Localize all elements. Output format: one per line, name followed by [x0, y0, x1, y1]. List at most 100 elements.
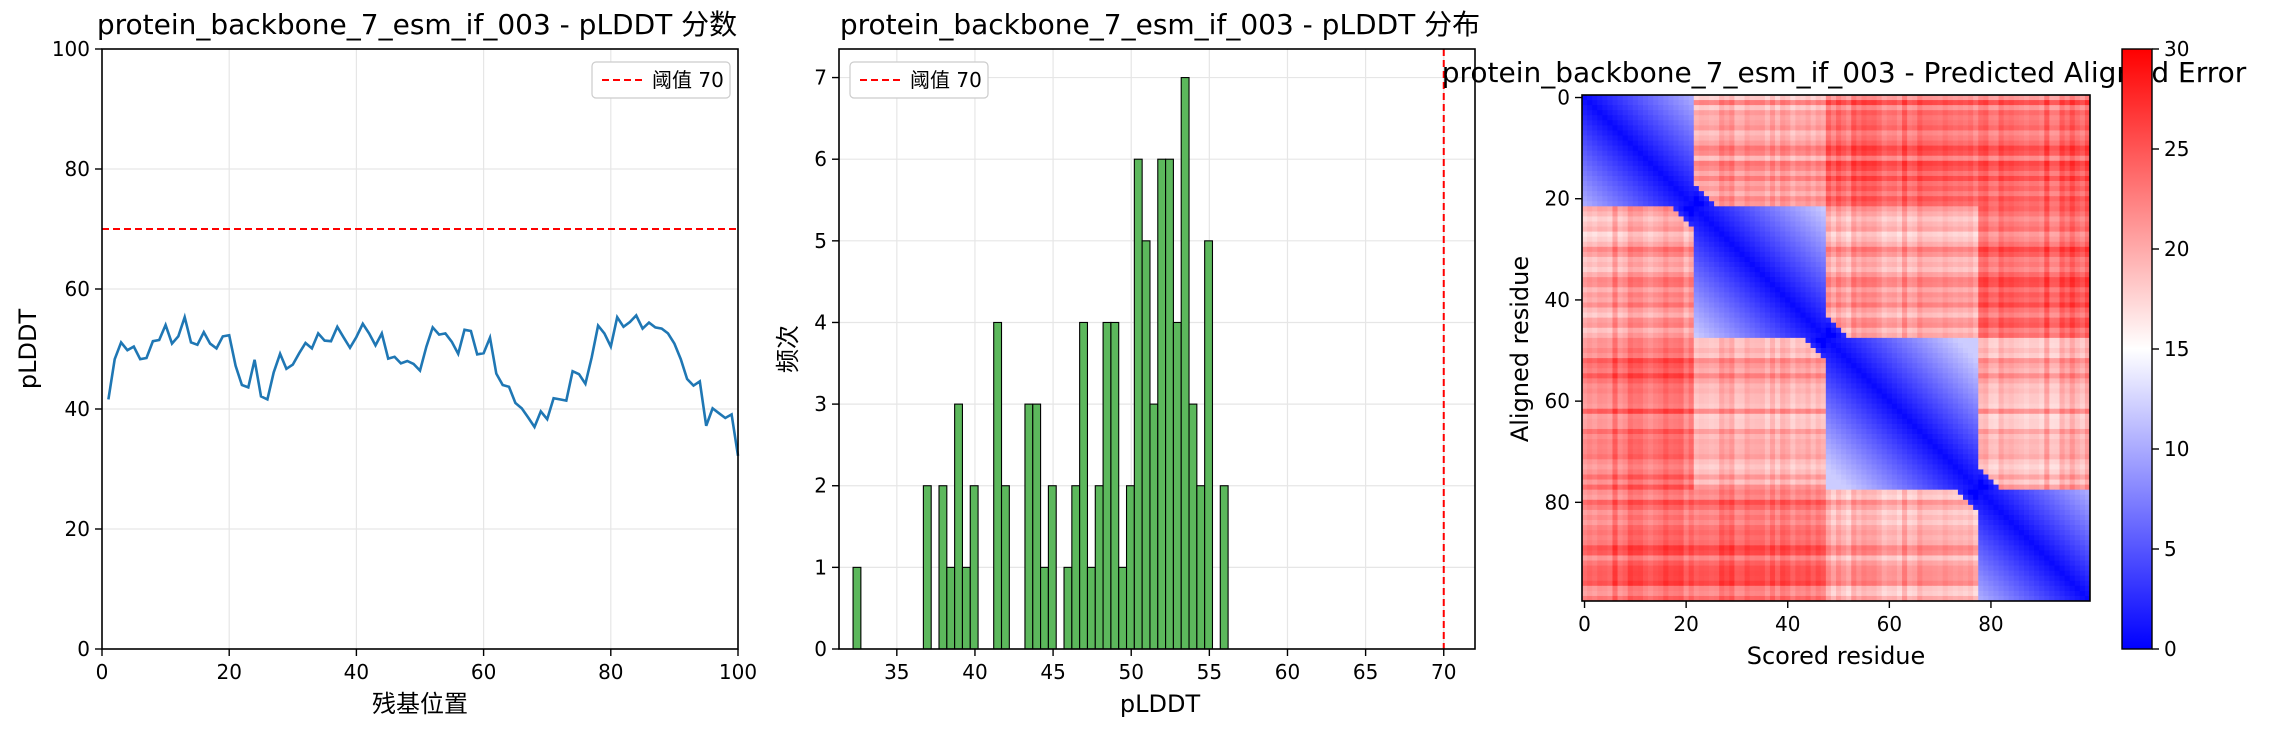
heatmap-cell [1642, 140, 1649, 146]
heatmap-cell [1678, 231, 1684, 238]
heatmap-cell [1912, 322, 1918, 329]
heatmap-cell [1780, 191, 1786, 197]
heatmap-cell [1917, 241, 1923, 248]
heatmap-cell [2003, 105, 2010, 111]
heatmap-cell [1947, 120, 1954, 126]
heatmap-cell [2039, 282, 2045, 288]
heatmap-cell [2029, 317, 2035, 324]
heatmap-cell [2044, 186, 2050, 192]
heatmap-cell [1993, 292, 1999, 298]
heatmap-cell [1749, 246, 1756, 253]
heatmap-cell [1891, 251, 1898, 258]
heatmap-cell [2008, 246, 2015, 253]
heatmap-cell [1607, 105, 1613, 111]
heatmap-cell [1963, 256, 1969, 263]
heatmap-cell [2044, 160, 2050, 167]
heatmap-cell [1886, 115, 1893, 121]
heatmap-cell [1602, 297, 1608, 303]
heatmap-cell [1937, 246, 1944, 253]
heatmap-cell [1724, 100, 1730, 106]
heatmap-cell [1815, 191, 1822, 197]
heatmap-cell [1744, 186, 1751, 192]
heatmap-cell [1927, 256, 1933, 263]
heatmap-cell [1927, 95, 1933, 101]
heatmap-cell [1693, 110, 1700, 116]
heatmap-cell [1896, 186, 1903, 192]
heatmap-cell [1627, 277, 1634, 283]
heatmap-cell [1876, 196, 1883, 202]
heatmap-cell [1957, 267, 1964, 273]
heatmap-cell [1891, 287, 1898, 293]
heatmap-cell [1998, 272, 2005, 278]
heatmap-cell [1917, 312, 1923, 319]
heatmap-cell [1612, 221, 1618, 227]
heatmap-cell [1830, 175, 1837, 182]
heatmap-cell [1871, 267, 1878, 273]
heatmap-cell [1714, 292, 1720, 298]
heatmap-cell [1937, 322, 1944, 329]
heatmap-cell [1683, 297, 1690, 303]
heatmap-cell [1917, 105, 1923, 111]
heatmap-cell [1653, 125, 1659, 131]
heatmap-cell [1836, 241, 1842, 248]
heatmap-cell [1800, 211, 1806, 217]
heatmap-cell [1637, 186, 1644, 192]
heatmap-cell [2013, 231, 2020, 238]
heatmap-cell [1734, 186, 1740, 192]
heatmap-cell [1632, 191, 1639, 197]
heatmap-cell [1820, 160, 1827, 167]
heatmap-cell [1820, 181, 1827, 187]
heatmap-cell [1698, 292, 1705, 298]
heatmap-cell [1703, 292, 1710, 298]
heatmap-cell [1683, 302, 1690, 308]
heatmap-cell [1627, 100, 1634, 106]
heatmap-cell [1830, 206, 1837, 212]
heatmap-cell [1632, 196, 1639, 202]
heatmap-cell [2084, 150, 2091, 157]
heatmap-cell [1719, 317, 1725, 324]
heatmap-cell [1957, 332, 1964, 339]
heatmap-cell [1927, 135, 1933, 141]
heatmap-cell [2003, 312, 2010, 319]
heatmap-cell [2008, 277, 2015, 283]
heatmap-cell [1739, 100, 1745, 106]
heatmap-cell [1963, 196, 1969, 202]
heatmap-cell [1759, 191, 1766, 197]
heatmap-cell [1952, 256, 1959, 263]
heatmap-cell [1612, 130, 1618, 136]
heatmap-cell [2079, 292, 2086, 298]
heatmap-cell [1759, 211, 1766, 217]
heatmap-cell [1617, 201, 1624, 207]
heatmap-cell [1719, 302, 1725, 308]
heatmap-cell [1744, 165, 1751, 172]
heatmap-cell [1922, 312, 1928, 319]
heatmap-cell [1668, 302, 1674, 308]
heatmap-cell [2084, 186, 2091, 192]
heatmap-cell [1714, 332, 1720, 339]
heatmap-cell [1688, 191, 1695, 197]
heatmap-cell [1714, 170, 1720, 177]
heatmap-cell [1693, 337, 1700, 344]
heatmap-cell [1871, 277, 1878, 283]
histogram-x-label: pLDDT [1120, 690, 1201, 718]
heatmap-cell [2069, 175, 2076, 182]
heatmap-cell [1688, 302, 1695, 308]
heatmap-cell [1825, 181, 1832, 187]
heatmap-cell [2054, 261, 2060, 268]
heatmap-cell [2054, 287, 2060, 293]
heatmap-cell [1947, 312, 1954, 319]
heatmap-cell [1856, 120, 1862, 126]
heatmap-cell [1917, 261, 1923, 268]
heatmap-cell [1632, 135, 1639, 141]
heatmap-cell [1968, 175, 1974, 182]
heatmap-cell [1719, 272, 1725, 278]
heatmap-cell [1744, 170, 1751, 177]
heatmap-cell [1866, 272, 1872, 278]
heatmap-cell [1978, 256, 1984, 263]
heatmap-cell [1912, 261, 1918, 268]
heatmap-cell [1861, 261, 1867, 268]
heatmap-cell [1749, 226, 1756, 233]
heatmap-cell [1698, 277, 1705, 283]
heatmap-cell [1836, 196, 1842, 202]
heatmap-cell [1709, 100, 1715, 106]
